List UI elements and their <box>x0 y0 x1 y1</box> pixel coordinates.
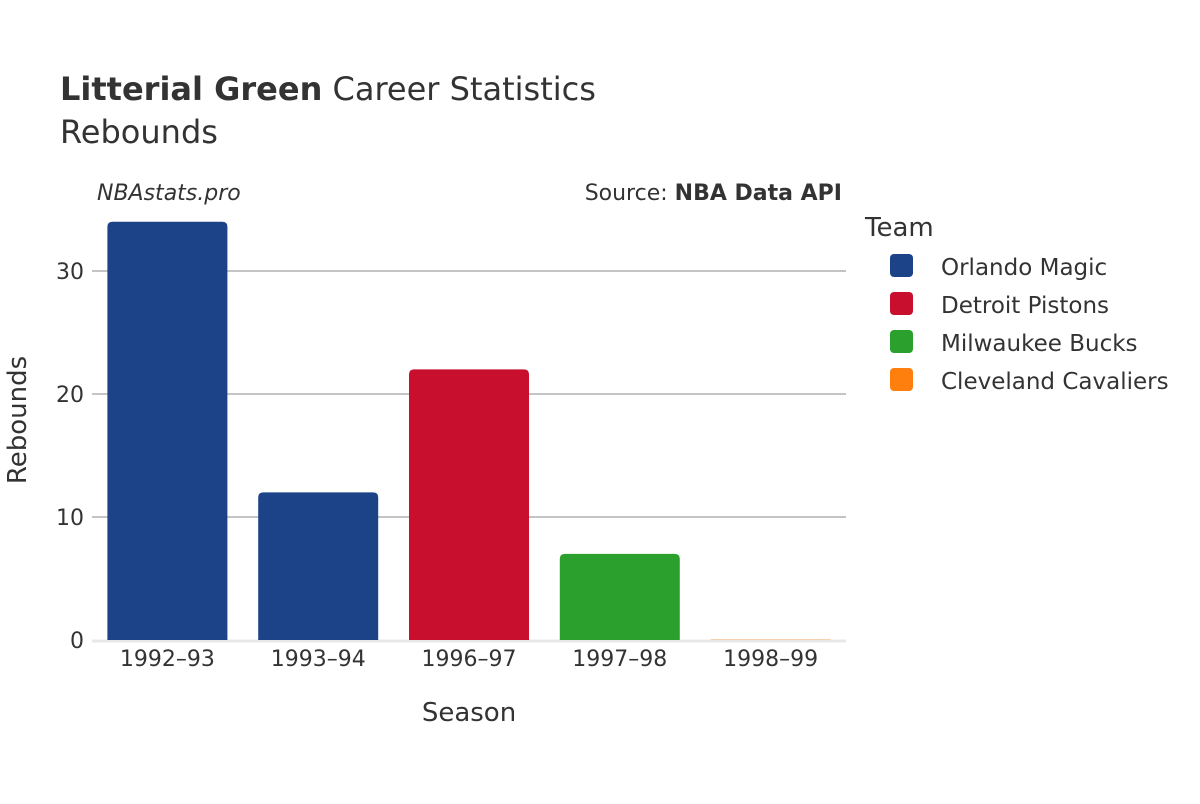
bar-1997–98[interactable] <box>559 553 680 640</box>
chart-subtitle: Rebounds <box>60 113 218 151</box>
y-tick-label: 20 <box>56 383 84 408</box>
y-tick-label: 0 <box>70 629 84 654</box>
legend-item[interactable]: Detroit Pistons <box>890 292 1109 319</box>
x-tick-label: 1996–97 <box>422 647 517 672</box>
y-tick-labels: 0 10 20 30 <box>56 260 84 654</box>
chart-title: Litterial Green Career Statistics <box>60 70 596 108</box>
legend-swatch <box>890 330 913 353</box>
legend-swatch <box>890 368 913 391</box>
legend-label: Orlando Magic <box>941 255 1107 281</box>
legend-label: Detroit Pistons <box>941 293 1109 319</box>
legend-label: Cleveland Cavaliers <box>941 369 1169 395</box>
legend-label: Milwaukee Bucks <box>941 331 1138 357</box>
legend-swatch <box>890 292 913 315</box>
x-tick-labels: 1992–93 1993–94 1996–97 1997–98 1998–99 <box>120 647 818 672</box>
x-tick-label: 1997–98 <box>572 647 667 672</box>
x-axis-label: Season <box>422 698 516 728</box>
y-tick-label: 10 <box>56 506 84 531</box>
bars <box>107 221 831 641</box>
watermark: NBAstats.pro <box>97 181 241 206</box>
bar-1998–99[interactable] <box>710 639 831 640</box>
legend-swatch <box>890 254 913 277</box>
bar-1993–94[interactable] <box>258 492 379 640</box>
x-tick-label: 1993–94 <box>271 647 366 672</box>
y-axis-label: Rebounds <box>3 356 33 484</box>
legend-item[interactable]: Cleveland Cavaliers <box>890 368 1169 395</box>
y-tick-label: 30 <box>56 260 84 285</box>
source: Source: NBA Data API <box>585 181 842 206</box>
x-tick-label: 1998–99 <box>723 647 818 672</box>
legend: Orlando Magic Detroit Pistons Milwaukee Bu… <box>890 254 1169 395</box>
x-tick-label: 1992–93 <box>120 647 215 672</box>
legend-title: Team <box>864 213 934 243</box>
bar-1992–93[interactable] <box>107 221 228 641</box>
legend-item[interactable]: Orlando Magic <box>890 254 1107 281</box>
bar-1996–97[interactable] <box>409 369 529 640</box>
legend-item[interactable]: Milwaukee Bucks <box>890 330 1138 357</box>
